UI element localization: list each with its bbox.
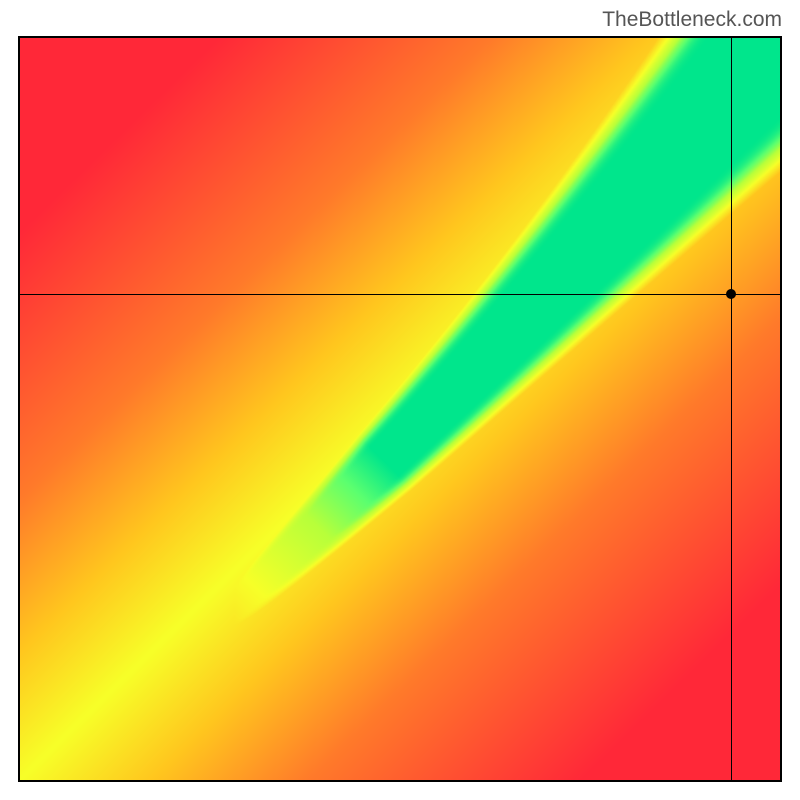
watermark-text: TheBottleneck.com — [602, 8, 782, 32]
chart-container: TheBottleneck.com — [0, 0, 800, 800]
heatmap-chart — [18, 36, 782, 782]
heatmap-canvas — [20, 38, 780, 780]
crosshair-horizontal — [20, 294, 780, 295]
crosshair-vertical — [731, 38, 732, 780]
crosshair-point — [726, 289, 736, 299]
